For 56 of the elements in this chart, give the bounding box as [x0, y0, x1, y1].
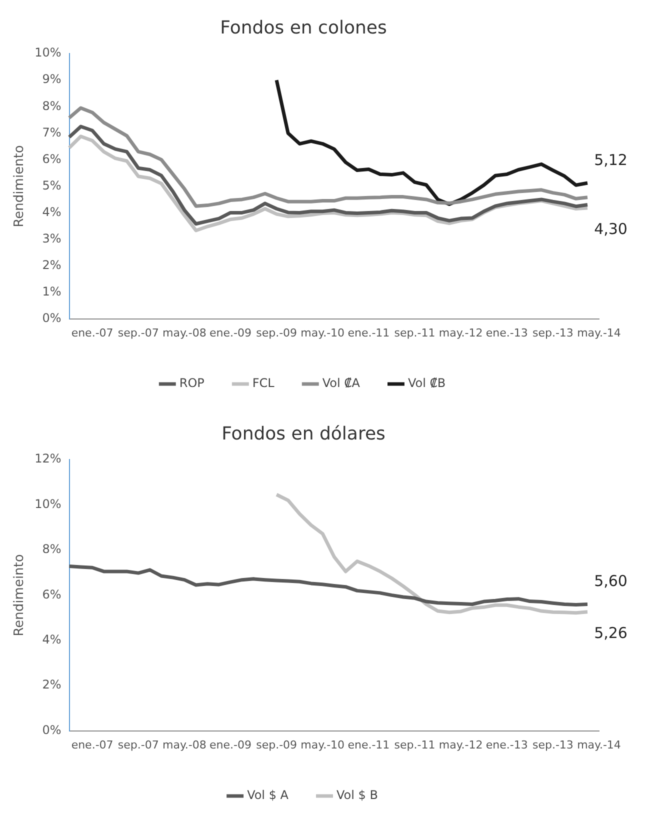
- x-tick-label: may.-12: [438, 738, 483, 752]
- y-tick-label: 4%: [42, 632, 62, 647]
- annotation: 4,30: [594, 220, 628, 238]
- y-tick-label: 6%: [42, 587, 62, 602]
- chart-title: Fondos en dólares: [222, 423, 386, 444]
- x-tick-label: may.-10: [300, 738, 345, 752]
- y-axis-title: Rendimeinto: [12, 554, 28, 636]
- annotation: 5,60: [594, 572, 628, 590]
- x-tick-label: sep.-07: [118, 738, 159, 752]
- legend-label: Vol $ B: [336, 788, 378, 802]
- y-tick-label: 10%: [34, 496, 62, 511]
- x-tick-label: ene.-07: [71, 738, 114, 752]
- x-tick-label: ene.-07: [71, 326, 114, 340]
- annotation: 5,26: [594, 624, 628, 642]
- x-tick-label: may.-14: [577, 738, 621, 752]
- x-tick-label: may.-08: [162, 738, 206, 752]
- x-tick-label: may.-08: [162, 326, 206, 340]
- x-tick-label: sep.-13: [532, 738, 574, 752]
- y-axis-title: Rendimiento: [12, 145, 28, 228]
- x-tick-label: may.-12: [438, 326, 483, 340]
- y-tick-label: 6%: [42, 152, 62, 166]
- x-tick-label: ene.-09: [210, 326, 252, 340]
- x-tick-label: ene.-09: [210, 738, 252, 752]
- x-tick-label: sep.-07: [118, 326, 159, 340]
- y-tick-label: 2%: [42, 258, 62, 272]
- x-tick-label: ene.-11: [348, 326, 390, 340]
- y-tick-label: 5%: [42, 178, 62, 192]
- y-tick-label: 0%: [42, 722, 62, 737]
- x-tick-label: ene.-13: [486, 326, 528, 340]
- y-tick-label: 7%: [42, 125, 62, 140]
- y-tick-label: 8%: [42, 542, 62, 556]
- y-tick-label: 8%: [42, 98, 62, 113]
- x-tick-label: sep.-09: [256, 738, 298, 752]
- x-tick-label: may.-14: [577, 326, 621, 340]
- x-tick-label: ene.-13: [486, 738, 528, 752]
- legend-label: Vol ₡A: [322, 376, 361, 390]
- x-tick-label: sep.-09: [256, 326, 298, 340]
- x-tick-label: ene.-11: [348, 738, 390, 752]
- x-tick-label: may.-10: [300, 326, 345, 340]
- y-tick-label: 10%: [34, 46, 62, 60]
- x-tick-label: sep.-11: [394, 738, 436, 752]
- y-tick-label: 9%: [42, 72, 62, 86]
- annotation: 5,12: [594, 150, 628, 169]
- y-tick-label: 0%: [42, 310, 62, 325]
- y-tick-label: 2%: [42, 678, 62, 692]
- chart-title: Fondos en colones: [220, 17, 387, 38]
- y-tick-label: 1%: [42, 284, 62, 298]
- legend-label: Vol ₡B: [408, 376, 446, 390]
- y-tick-label: 4%: [42, 204, 62, 219]
- y-tick-label: 3%: [42, 231, 62, 246]
- legend-label: ROP: [179, 376, 204, 390]
- x-tick-label: sep.-13: [532, 326, 574, 340]
- legend-label: FCL: [252, 376, 275, 390]
- x-tick-label: sep.-11: [394, 326, 436, 340]
- y-tick-label: 12%: [34, 452, 62, 466]
- legend-label: Vol $ A: [247, 788, 290, 802]
